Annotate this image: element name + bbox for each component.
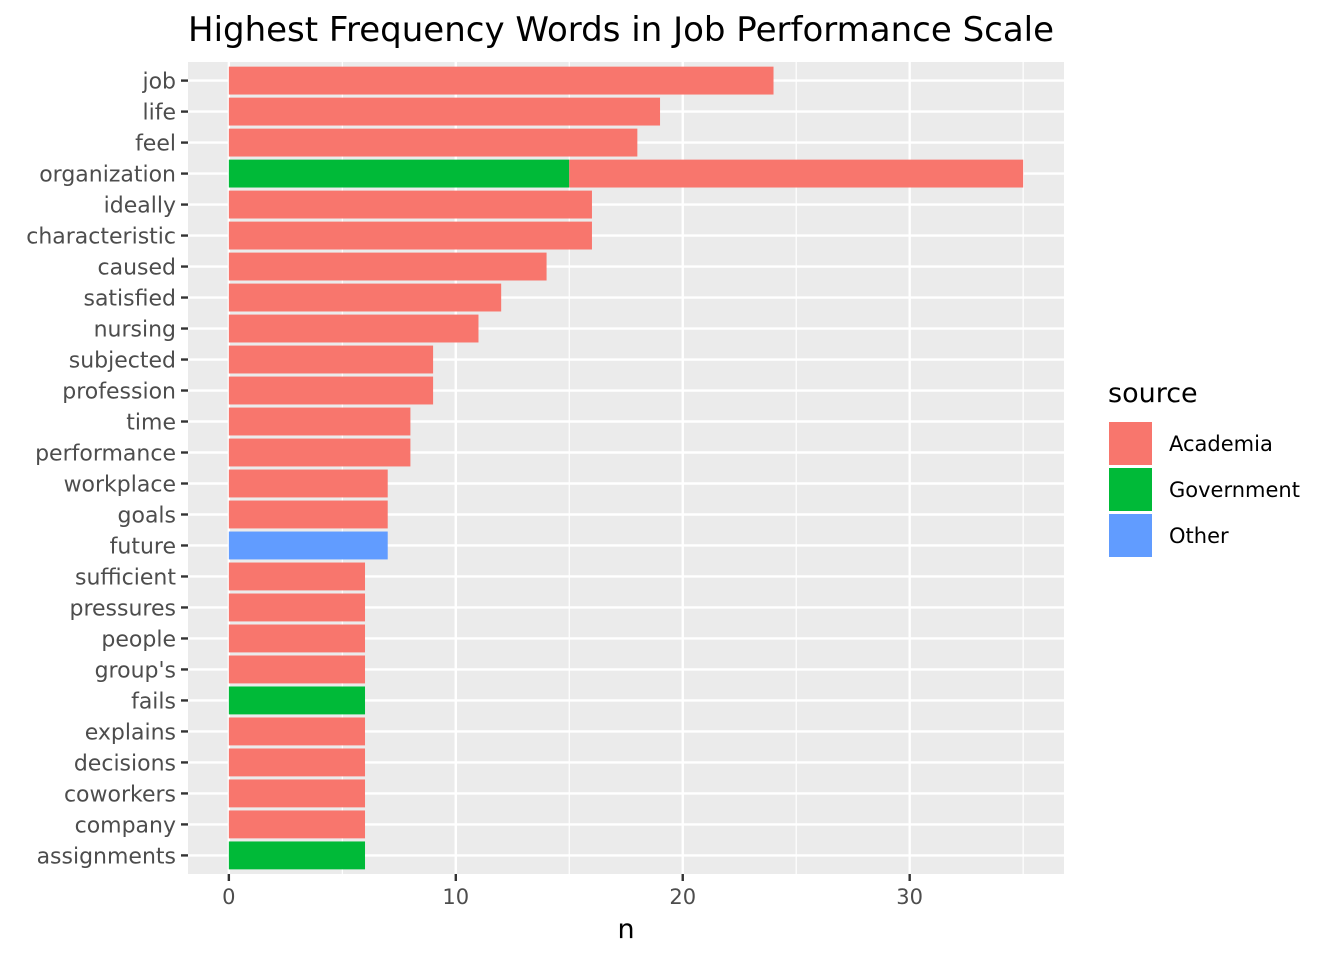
bar-life-academia (228, 97, 661, 126)
bar-organization-academia (569, 159, 1024, 188)
bar-subjected-academia (228, 345, 434, 374)
y-tick-label: time (126, 411, 176, 436)
y-tick-label: characteristic (26, 225, 176, 250)
legend-key-government (1109, 468, 1152, 511)
y-axis: job life feel organization ideally characteri… (26, 70, 188, 869)
y-tick-label: assignments (37, 844, 176, 869)
legend-label-other: Other (1169, 524, 1229, 548)
bar-characteristic-academia (228, 221, 592, 250)
bar-sufficient-academia (228, 562, 366, 591)
y-tick-label: future (110, 534, 176, 559)
y-tick-label: pressures (70, 596, 177, 621)
chart-title: Highest Frequency Words in Job Performan… (188, 10, 1054, 50)
bar-pressures-academia (228, 593, 366, 622)
bar-organization-government (228, 159, 570, 188)
y-tick-label: company (75, 813, 176, 838)
y-tick-label: coworkers (64, 782, 176, 807)
y-tick-label: people (101, 627, 176, 652)
y-tick-label: ideally (104, 194, 176, 219)
y-tick-label: nursing (94, 318, 176, 343)
y-tick-label: sufficient (75, 565, 176, 590)
bar-coworkers-academia (228, 779, 366, 808)
bar-explains-academia (228, 717, 366, 746)
bars (228, 66, 1024, 870)
x-axis-title: n (617, 914, 634, 945)
x-axis: 0 10 20 30 (222, 874, 923, 909)
bar-profession-academia (228, 376, 434, 405)
legend-label-government: Government (1169, 478, 1300, 502)
x-tick-label: 10 (442, 885, 469, 909)
y-tick-label: subjected (69, 349, 176, 374)
bar-ideally-academia (228, 190, 592, 219)
bar-company-academia (228, 810, 366, 839)
y-tick-label: life (142, 101, 176, 126)
bar-fails-government (228, 686, 366, 715)
x-tick-label: 0 (222, 885, 235, 909)
legend-title: source (1108, 378, 1198, 409)
legend-label-academia: Academia (1169, 432, 1273, 456)
y-tick-label: goals (118, 503, 176, 528)
legend-items: Academia Government Other (1109, 422, 1300, 557)
y-tick-label: group's (95, 658, 176, 683)
y-tick-label: decisions (74, 751, 176, 776)
y-tick-label: organization (39, 163, 176, 188)
bar-decisions-academia (228, 748, 366, 777)
y-tick-label: job (141, 70, 176, 95)
bar-job-academia (228, 66, 774, 95)
bar-goals-academia (228, 500, 388, 529)
y-tick-label: performance (35, 442, 176, 467)
bar-future-other (228, 531, 388, 560)
x-tick-label: 30 (896, 885, 923, 909)
bar-feel-academia (228, 128, 638, 157)
y-tick-label: profession (62, 380, 176, 405)
bar-people-academia (228, 624, 366, 653)
bar-time-academia (228, 407, 411, 436)
bar-performance-academia (228, 438, 411, 467)
y-tick-label: workplace (64, 472, 176, 497)
x-tick-label: 20 (669, 885, 696, 909)
y-tick-label: caused (98, 256, 176, 281)
y-tick-label: fails (131, 689, 176, 714)
bar-nursing-academia (228, 314, 479, 343)
y-tick-label: feel (135, 132, 176, 157)
bar-satisfied-academia (228, 283, 502, 312)
y-tick-label: explains (85, 720, 176, 745)
legend-key-academia (1109, 422, 1152, 465)
y-tick-label: satisfied (83, 287, 176, 312)
legend-key-other (1109, 514, 1152, 557)
bar-workplace-academia (228, 469, 388, 498)
bar-assignments-government (228, 841, 366, 870)
bar-caused-academia (228, 252, 547, 281)
bar-groups-academia (228, 655, 366, 684)
legend: source Academia Government Other (1108, 378, 1300, 557)
